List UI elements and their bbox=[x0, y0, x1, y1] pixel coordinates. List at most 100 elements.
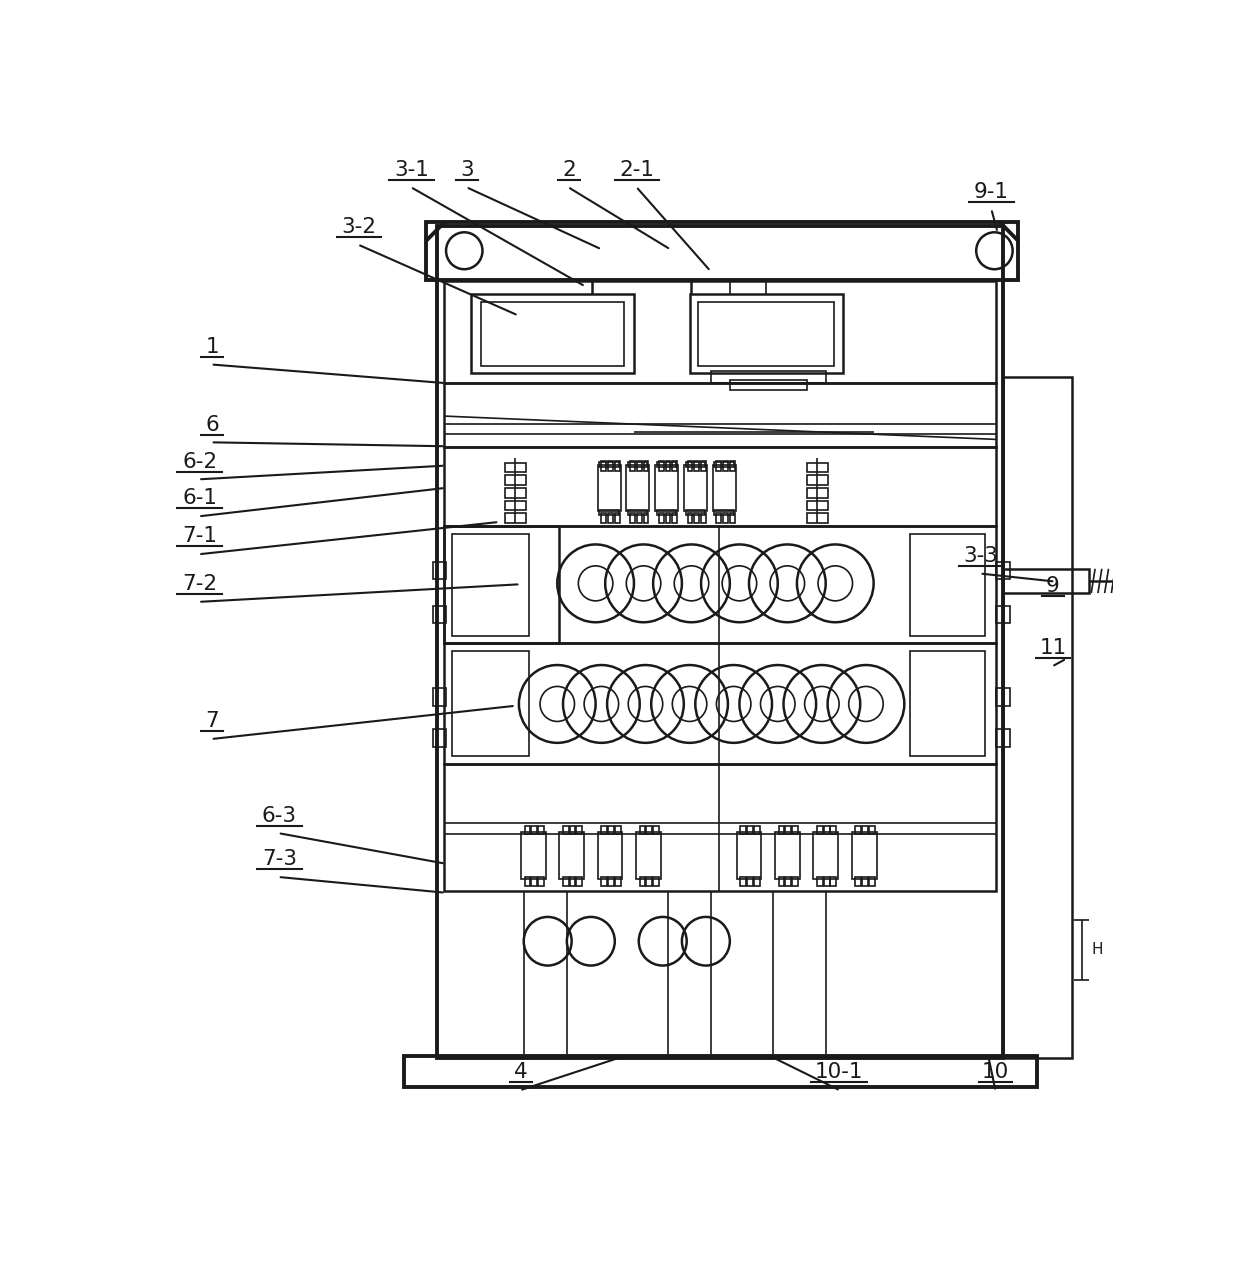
Bar bbox=[747, 826, 753, 835]
Bar bbox=[715, 462, 734, 466]
Bar bbox=[785, 877, 792, 885]
Bar bbox=[996, 562, 1009, 580]
Text: 3: 3 bbox=[460, 159, 474, 179]
Bar bbox=[524, 826, 531, 835]
Bar bbox=[685, 510, 705, 515]
Bar bbox=[444, 764, 996, 890]
Bar bbox=[688, 461, 693, 471]
Bar bbox=[689, 293, 842, 374]
Text: 3-1: 3-1 bbox=[395, 159, 429, 179]
Bar bbox=[813, 832, 839, 879]
Bar bbox=[673, 461, 677, 471]
Bar bbox=[505, 462, 526, 472]
Bar bbox=[628, 510, 647, 515]
Bar bbox=[637, 461, 642, 471]
Bar bbox=[653, 826, 659, 835]
Text: 3-3: 3-3 bbox=[964, 546, 998, 566]
Bar bbox=[851, 832, 877, 879]
Bar bbox=[830, 877, 836, 885]
Bar bbox=[643, 461, 648, 471]
Bar bbox=[505, 500, 526, 510]
Bar bbox=[576, 877, 583, 885]
Bar bbox=[818, 877, 823, 885]
Bar bbox=[505, 488, 526, 498]
Bar bbox=[532, 826, 537, 835]
Bar bbox=[862, 826, 868, 835]
Bar bbox=[637, 513, 642, 523]
Bar bbox=[1003, 568, 1090, 594]
Bar bbox=[910, 534, 985, 635]
Bar bbox=[1133, 572, 1152, 590]
Bar bbox=[996, 688, 1009, 706]
Bar bbox=[741, 877, 746, 885]
Bar bbox=[563, 826, 569, 835]
Bar bbox=[538, 877, 544, 885]
Bar bbox=[685, 462, 705, 466]
Bar bbox=[521, 832, 546, 879]
Bar bbox=[1003, 378, 1072, 1058]
Bar bbox=[724, 461, 727, 471]
Bar bbox=[856, 877, 861, 885]
Bar bbox=[433, 606, 447, 623]
Bar bbox=[730, 461, 735, 471]
Bar bbox=[688, 513, 693, 523]
Bar bbox=[741, 826, 746, 835]
Text: 7-1: 7-1 bbox=[182, 527, 218, 547]
Bar bbox=[609, 826, 614, 835]
Text: 10-1: 10-1 bbox=[815, 1062, 863, 1082]
Bar bbox=[640, 826, 646, 835]
Bar bbox=[647, 877, 652, 885]
Bar bbox=[570, 877, 575, 885]
Text: 2: 2 bbox=[562, 159, 575, 179]
Bar bbox=[818, 826, 823, 835]
Bar bbox=[601, 826, 607, 835]
Bar bbox=[779, 826, 784, 835]
Text: 1: 1 bbox=[205, 337, 219, 356]
Bar bbox=[559, 832, 584, 879]
Bar bbox=[643, 513, 648, 523]
Bar bbox=[862, 877, 868, 885]
Bar bbox=[730, 380, 807, 390]
Bar bbox=[444, 447, 996, 525]
Bar bbox=[792, 826, 798, 835]
Bar bbox=[452, 652, 528, 757]
Bar bbox=[716, 461, 721, 471]
Bar bbox=[807, 488, 828, 498]
Bar bbox=[636, 832, 661, 879]
Bar bbox=[996, 729, 1009, 746]
Text: 3-2: 3-2 bbox=[341, 217, 376, 237]
Bar bbox=[868, 877, 875, 885]
Bar bbox=[656, 465, 678, 512]
Bar bbox=[452, 534, 528, 635]
Bar bbox=[747, 877, 753, 885]
Bar bbox=[698, 302, 834, 365]
Text: 7-2: 7-2 bbox=[182, 575, 218, 594]
Bar bbox=[597, 832, 622, 879]
Bar bbox=[601, 877, 607, 885]
Text: 4: 4 bbox=[513, 1062, 528, 1082]
Bar bbox=[615, 877, 621, 885]
Bar bbox=[601, 461, 606, 471]
Bar bbox=[753, 826, 760, 835]
Bar bbox=[724, 513, 727, 523]
Bar bbox=[824, 826, 830, 835]
Bar bbox=[792, 877, 798, 885]
Bar bbox=[570, 826, 575, 835]
Bar bbox=[628, 462, 647, 466]
Bar bbox=[615, 513, 620, 523]
Text: 11: 11 bbox=[1039, 638, 1066, 658]
Bar bbox=[403, 1056, 1037, 1087]
Bar bbox=[779, 877, 784, 885]
Bar bbox=[774, 832, 800, 879]
Text: 7: 7 bbox=[205, 711, 219, 731]
Bar bbox=[538, 826, 544, 835]
Bar bbox=[713, 465, 736, 512]
Text: 2-1: 2-1 bbox=[620, 159, 654, 179]
Bar bbox=[710, 371, 826, 383]
Bar bbox=[609, 877, 614, 885]
Bar bbox=[600, 510, 618, 515]
Bar bbox=[807, 462, 828, 472]
Bar bbox=[609, 461, 612, 471]
Bar bbox=[996, 606, 1009, 623]
Bar bbox=[630, 513, 635, 523]
